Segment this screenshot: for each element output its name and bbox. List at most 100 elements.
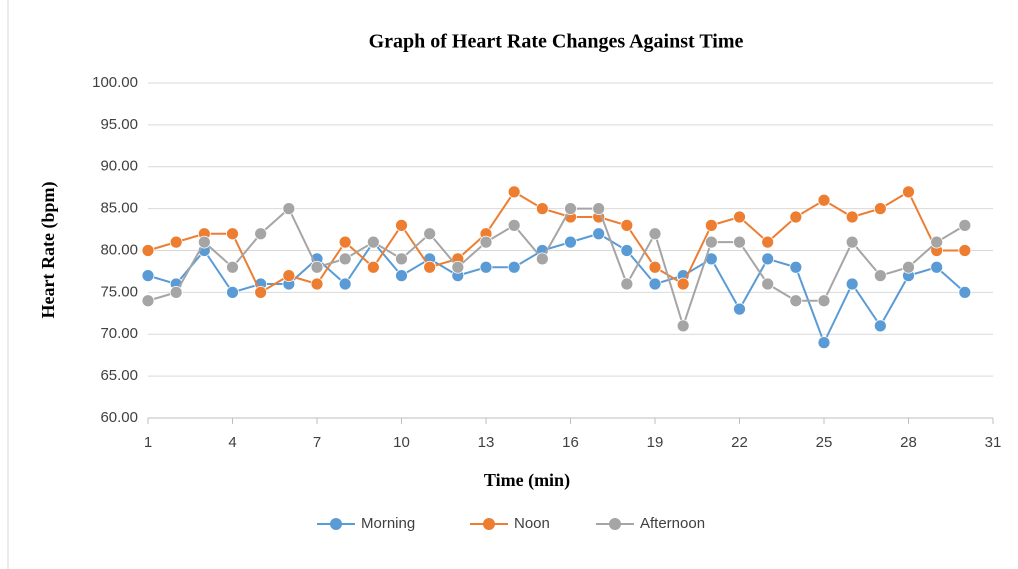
y-tick-label: 65.00: [100, 367, 138, 384]
data-point: [366, 235, 380, 249]
data-point: [282, 202, 296, 216]
x-tick-label: 19: [647, 434, 664, 451]
data-point: [479, 235, 493, 249]
data-point: [620, 218, 634, 232]
data-point: [902, 260, 915, 274]
data-point: [338, 235, 352, 249]
data-point: [423, 227, 437, 241]
data-point: [366, 260, 380, 274]
data-point: [395, 218, 408, 232]
data-point: [873, 269, 887, 283]
y-tick-label: 60.00: [100, 409, 138, 426]
y-tick-label: 75.00: [100, 283, 138, 300]
data-point: [254, 227, 268, 241]
data-point: [817, 294, 831, 308]
data-point: [226, 227, 239, 241]
data-point: [845, 235, 859, 249]
data-point: [958, 244, 972, 257]
legend-marker: [609, 518, 621, 530]
data-point: [733, 235, 746, 249]
data-point: [761, 252, 775, 266]
data-point: [620, 277, 634, 291]
data-point: [395, 252, 408, 266]
data-point: [648, 227, 662, 241]
chart-title: Graph of Heart Rate Changes Against Time: [369, 31, 744, 53]
y-tick-label: 80.00: [100, 241, 138, 258]
data-point: [282, 269, 296, 283]
x-tick-label: 4: [228, 434, 236, 451]
data-point: [141, 294, 155, 308]
data-point: [761, 277, 775, 291]
data-point: [141, 244, 155, 257]
data-point: [733, 302, 746, 316]
data-point: [845, 210, 859, 224]
data-point: [704, 235, 718, 249]
x-tick-label: 13: [478, 434, 495, 451]
y-tick-label: 70.00: [100, 325, 138, 342]
data-point: [789, 260, 803, 274]
legend-marker: [483, 518, 495, 530]
data-point: [535, 202, 549, 216]
data-point: [592, 227, 606, 241]
y-tick-label: 90.00: [100, 158, 138, 175]
data-point: [733, 210, 746, 224]
data-point: [479, 260, 493, 274]
data-point: [423, 260, 437, 274]
data-point: [169, 285, 183, 299]
x-tick-label: 10: [393, 434, 410, 451]
data-point: [564, 202, 577, 216]
data-point: [958, 218, 972, 232]
legend-marker: [330, 518, 342, 530]
data-point: [930, 260, 944, 274]
data-point: [226, 285, 239, 299]
data-point: [620, 244, 634, 257]
data-point: [451, 260, 465, 274]
data-point: [817, 336, 831, 350]
data-point: [535, 252, 549, 266]
legend-label: Noon: [514, 515, 550, 532]
data-point: [930, 235, 944, 249]
data-point: [789, 210, 803, 224]
data-point: [507, 260, 521, 274]
data-point: [507, 218, 521, 232]
y-tick-label: 95.00: [100, 116, 138, 133]
x-tick-label: 31: [985, 434, 1002, 451]
data-point: [676, 277, 690, 291]
data-point: [564, 235, 577, 249]
data-point: [169, 235, 183, 249]
data-point: [310, 277, 324, 291]
x-tick-label: 25: [816, 434, 833, 451]
data-point: [338, 252, 352, 266]
data-point: [141, 269, 155, 283]
data-point: [338, 277, 352, 291]
x-tick-label: 16: [562, 434, 579, 451]
data-point: [958, 285, 972, 299]
x-tick-label: 22: [731, 434, 748, 451]
data-point: [761, 235, 775, 249]
x-tick-label: 1: [144, 434, 152, 451]
y-tick-label: 85.00: [100, 200, 138, 217]
data-point: [507, 185, 521, 199]
y-axis-label: Heart Rate (bpm): [38, 182, 59, 319]
data-point: [197, 235, 211, 249]
x-tick-label: 28: [900, 434, 917, 451]
data-point: [226, 260, 239, 274]
data-point: [310, 260, 324, 274]
data-point: [845, 277, 859, 291]
data-point: [704, 218, 718, 232]
data-point: [817, 193, 831, 207]
data-point: [254, 285, 268, 299]
data-point: [676, 319, 690, 333]
data-point: [873, 202, 887, 216]
legend-label: Afternoon: [640, 515, 705, 532]
x-axis-label: Time (min): [484, 470, 570, 491]
data-point: [873, 319, 887, 333]
x-tick-label: 7: [313, 434, 321, 451]
data-point: [648, 260, 662, 274]
data-point: [648, 277, 662, 291]
legend-label: Morning: [361, 515, 415, 532]
data-point: [395, 269, 408, 283]
data-point: [592, 202, 606, 216]
data-point: [789, 294, 803, 308]
